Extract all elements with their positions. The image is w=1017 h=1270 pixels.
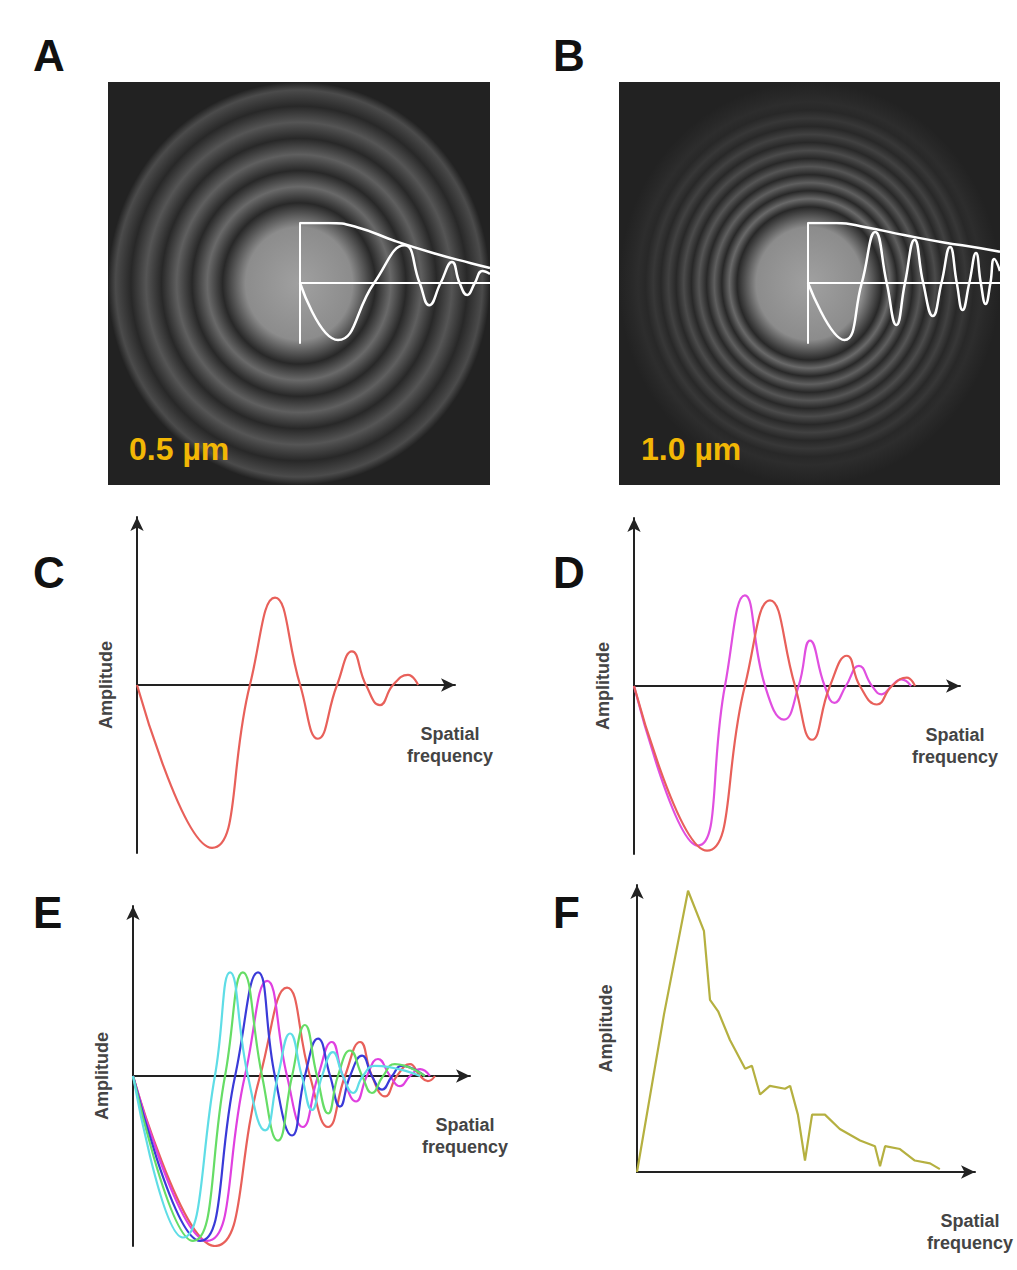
svg-text:Amplitude: Amplitude: [596, 985, 616, 1073]
svg-text:1.0 µm: 1.0 µm: [641, 431, 741, 467]
svg-text:D: D: [553, 548, 585, 597]
svg-text:Spatial: Spatial: [940, 1211, 999, 1231]
svg-text:Spatial: Spatial: [925, 725, 984, 745]
svg-text:0.5 µm: 0.5 µm: [129, 431, 229, 467]
svg-text:C: C: [33, 548, 65, 597]
svg-text:B: B: [553, 31, 585, 80]
svg-text:A: A: [33, 31, 65, 80]
svg-text:Spatial: Spatial: [435, 1115, 494, 1135]
svg-text:Amplitude: Amplitude: [92, 1032, 112, 1120]
svg-text:frequency: frequency: [407, 746, 493, 766]
svg-text:frequency: frequency: [912, 747, 998, 767]
svg-text:frequency: frequency: [927, 1233, 1013, 1253]
svg-text:Spatial: Spatial: [420, 724, 479, 744]
svg-text:Amplitude: Amplitude: [593, 642, 613, 730]
svg-text:F: F: [553, 888, 580, 937]
svg-text:E: E: [33, 888, 62, 937]
svg-text:Amplitude: Amplitude: [96, 641, 116, 729]
svg-text:frequency: frequency: [422, 1137, 508, 1157]
